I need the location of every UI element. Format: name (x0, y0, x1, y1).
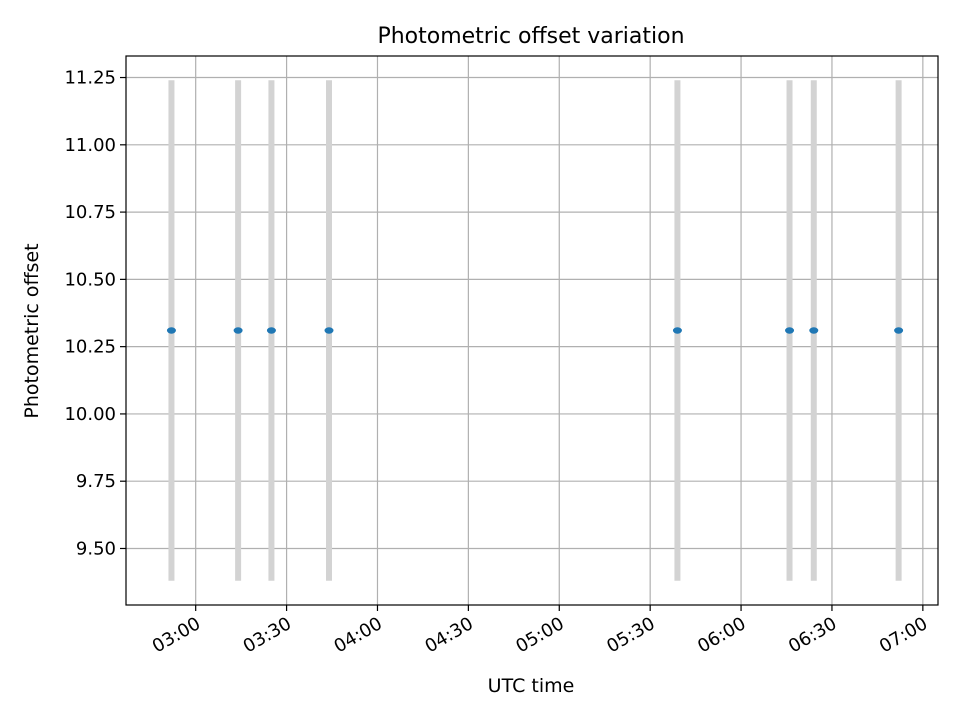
y-tick-label: 10.50 (64, 269, 116, 290)
y-tick-label: 11.00 (64, 135, 116, 156)
chart-title: Photometric offset variation (377, 24, 684, 49)
data-point (672, 327, 682, 334)
y-tick-label: 9.75 (76, 471, 116, 492)
y-axis-label: Photometric offset (21, 243, 43, 418)
plot-frame (125, 55, 939, 606)
y-tick-label: 10.25 (64, 337, 116, 358)
data-point (324, 327, 334, 334)
y-tick-label: 11.25 (64, 68, 116, 89)
grid (126, 56, 938, 605)
data-points (166, 327, 904, 334)
x-axis-label: UTC time (488, 675, 575, 697)
data-point (785, 327, 795, 334)
data-point (233, 327, 243, 334)
y-tick-label: 10.00 (64, 404, 116, 425)
data-point (266, 327, 276, 334)
y-axis-ticks: 9.50 9.75 10.00 10.25 10.50 10.75 11.00 11.25 (64, 68, 126, 559)
y-tick-label: 10.75 (64, 202, 116, 223)
data-point (894, 327, 904, 334)
data-point (809, 327, 819, 334)
data-point (166, 327, 176, 334)
y-tick-label: 9.50 (76, 538, 116, 559)
